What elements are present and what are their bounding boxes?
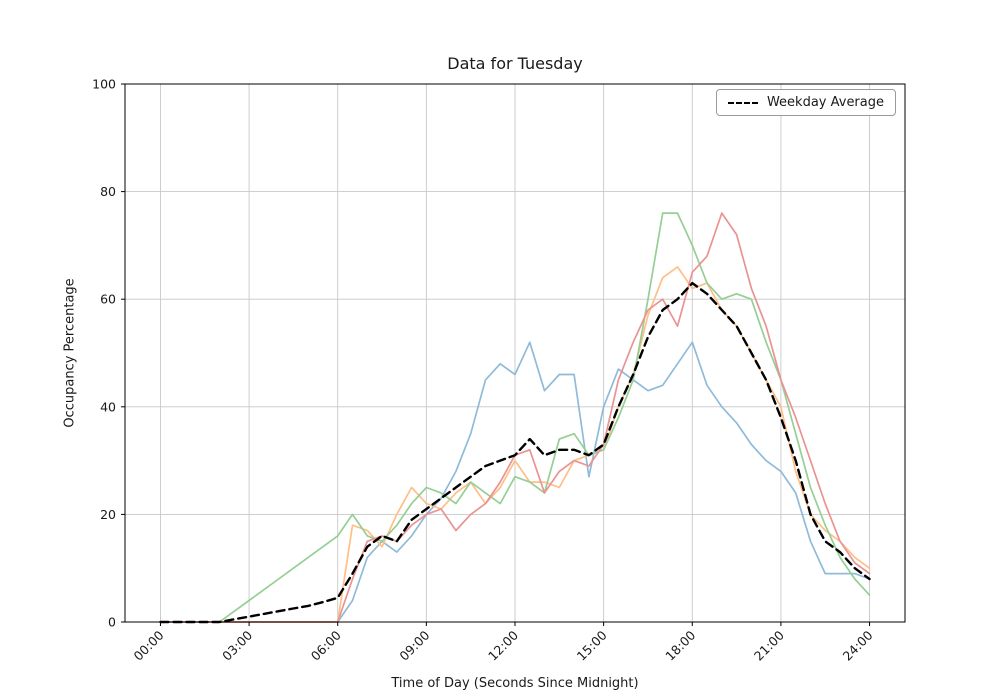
y-tick-label: 0 [108, 615, 116, 630]
legend: Weekday Average [715, 89, 896, 116]
y-tick-label: 100 [92, 77, 116, 92]
chart-title: Data for Tuesday [447, 54, 583, 73]
x-tick-label: 09:00 [396, 627, 432, 663]
legend-label: Weekday Average [766, 95, 884, 110]
y-tick-label: 20 [100, 507, 116, 522]
y-tick-label: 40 [100, 399, 116, 414]
x-tick-label: 21:00 [751, 627, 787, 663]
x-tick-label: 18:00 [662, 627, 698, 663]
series-weekday-average [159, 281, 871, 624]
y-tick-label: 60 [100, 292, 116, 307]
x-tick-label: 12:00 [485, 627, 521, 663]
series-line-green [159, 212, 871, 623]
y-axis-label: Occupancy Percentage [62, 278, 78, 428]
x-tick-label: 15:00 [574, 627, 610, 663]
x-tick-label: 24:00 [840, 627, 876, 663]
x-tick-label: 03:00 [219, 627, 255, 663]
x-axis-label: Time of Day (Seconds Since Midnight) [391, 676, 639, 691]
dashed-line-icon [727, 101, 758, 104]
y-tick-label: 80 [100, 184, 116, 199]
x-tick-label: 06:00 [308, 627, 344, 663]
x-tick-label: 00:00 [130, 627, 166, 663]
